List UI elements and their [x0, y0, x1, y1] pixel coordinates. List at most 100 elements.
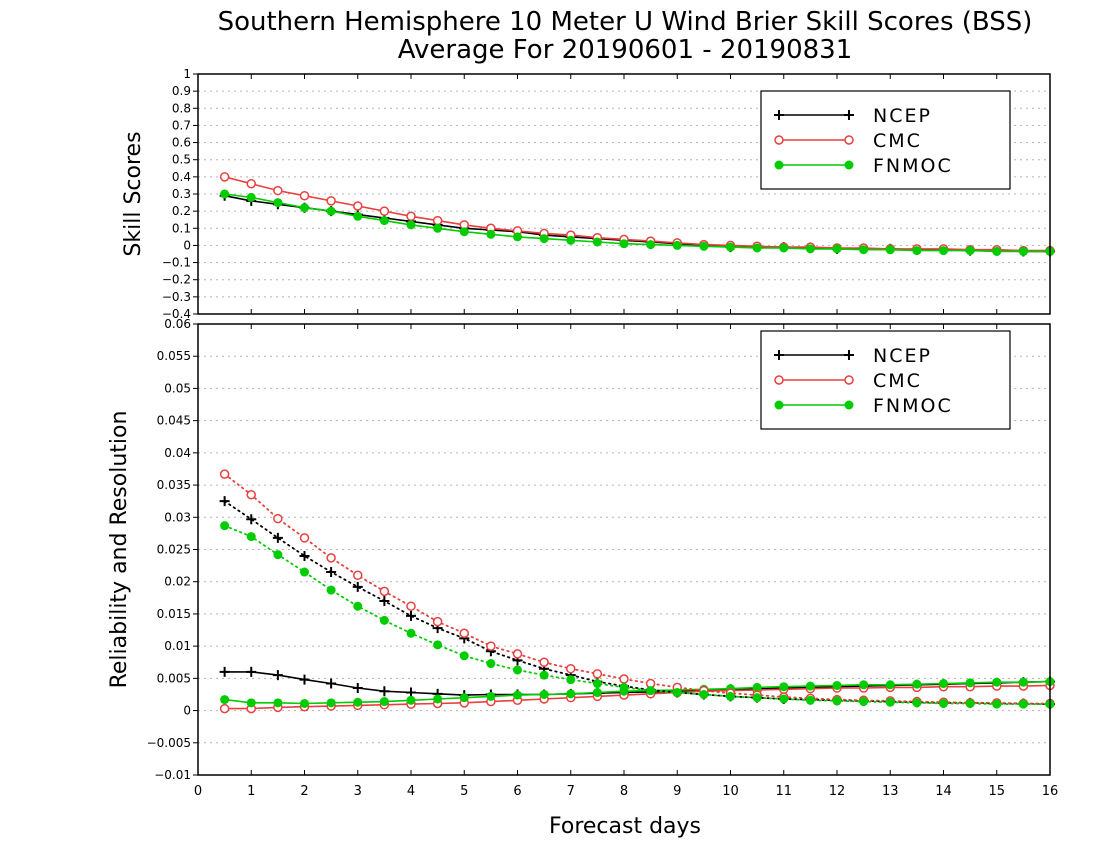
- y-tick-label: −0.4: [162, 307, 191, 321]
- legend-entry-cmc: CMC: [774, 370, 920, 392]
- data-point: [353, 601, 363, 611]
- y-tick-label: 0.9: [172, 84, 191, 98]
- data-point: [353, 570, 363, 581]
- data-point: [353, 211, 363, 221]
- y-axis-label: Skill Scores: [121, 131, 146, 256]
- data-point: [992, 246, 1002, 256]
- plot-frame: [197, 323, 1051, 776]
- data-point: [433, 694, 443, 704]
- x-tick-label: 0: [194, 784, 202, 799]
- legend: NCEP CMC FNMOC: [760, 330, 1011, 430]
- data-point: [672, 240, 682, 250]
- y-tick-label: −0.2: [162, 273, 191, 287]
- data-point: [592, 669, 603, 679]
- data-point: [646, 686, 656, 696]
- data-point: [326, 698, 336, 708]
- data-point: [219, 172, 230, 182]
- data-point: [219, 469, 230, 479]
- x-tick-label: 15: [988, 784, 1005, 799]
- plot-frame: [197, 73, 1051, 315]
- y-tick-label: 0.2: [172, 204, 191, 218]
- data-point: [220, 521, 230, 531]
- data-point: [566, 675, 576, 685]
- data-point: [646, 240, 656, 250]
- data-point: [939, 679, 948, 689]
- data-point: [326, 678, 337, 689]
- y-tick-label: 0.4: [172, 170, 191, 184]
- x-tick-label: 8: [620, 784, 628, 799]
- data-point: [566, 689, 576, 699]
- data-point: [220, 189, 230, 199]
- data-point: [992, 677, 1002, 687]
- y-tick-label: −0.3: [162, 290, 191, 304]
- data-point: [805, 244, 815, 254]
- data-point: [406, 695, 416, 705]
- data-point: [433, 640, 443, 650]
- data-point: [592, 679, 602, 689]
- data-point: [779, 694, 789, 704]
- data-point: [273, 698, 283, 708]
- y-tick-label: 0.06: [164, 317, 191, 331]
- data-point: [379, 596, 390, 607]
- data-point: [300, 203, 309, 213]
- data-point: [832, 680, 842, 690]
- data-point: [219, 496, 230, 507]
- x-tick-label: 14: [935, 784, 952, 799]
- data-point: [326, 567, 337, 578]
- legend-entry-ncep: NCEP: [774, 345, 930, 367]
- y-tick-label: 0.045: [157, 414, 191, 428]
- data-point: [300, 698, 309, 708]
- legend-marker: [844, 375, 854, 385]
- data-point: [912, 246, 922, 256]
- legend-marker: [774, 110, 784, 120]
- legend: NCEP CMC FNMOC: [760, 90, 1011, 190]
- data-point: [592, 237, 602, 247]
- y-tick-label: 0.05: [164, 381, 191, 395]
- data-point: [699, 689, 709, 699]
- data-point: [912, 679, 922, 689]
- x-tick-label: 4: [407, 784, 415, 799]
- data-point: [566, 663, 576, 674]
- data-point: [246, 514, 257, 525]
- data-point: [246, 489, 256, 500]
- series-line: [224, 193, 1050, 253]
- data-point: [805, 681, 815, 691]
- y-tick-label: −0.005: [147, 736, 191, 750]
- data-point: [406, 601, 416, 611]
- data-point: [619, 239, 629, 249]
- x-tick-label: 6: [513, 784, 521, 799]
- data-point: [273, 198, 283, 208]
- y-tick-label: −0.01: [154, 768, 191, 782]
- data-point: [459, 693, 469, 703]
- x-tick-label: 9: [673, 784, 681, 799]
- data-point: [459, 628, 469, 639]
- reliability-resolution-panel: −0.01 −0.005 0 0.005 0.01 0.015 0.02 0.025 0.03 0…: [107, 317, 1058, 799]
- legend-marker: [774, 350, 784, 360]
- x-tick-label: 5: [460, 784, 468, 799]
- data-point: [353, 201, 363, 211]
- y-tick-label: −0.1: [162, 256, 191, 270]
- data-point: [379, 586, 390, 597]
- data-point: [272, 532, 283, 543]
- y-tick-label: 0.025: [157, 543, 191, 557]
- data-point: [832, 244, 842, 254]
- data-point: [539, 689, 549, 699]
- data-point: [379, 615, 389, 625]
- data-point: [859, 697, 869, 707]
- data-point: [299, 533, 310, 543]
- data-point: [299, 550, 310, 561]
- y-tick-label: 0: [183, 704, 191, 718]
- data-point: [273, 513, 283, 524]
- data-point: [939, 246, 948, 256]
- y-tick-label: 0.6: [172, 136, 191, 150]
- data-point: [246, 192, 256, 202]
- legend-entry-fnmoc: FNMOC: [774, 155, 951, 177]
- data-point: [459, 227, 469, 237]
- data-point: [672, 688, 682, 698]
- data-point: [566, 235, 576, 245]
- y-tick-label: 0.04: [164, 446, 191, 460]
- series-line: [223, 524, 1051, 705]
- legend-marker: [844, 135, 854, 145]
- series-fnmoc: [220, 189, 1055, 256]
- data-point: [246, 698, 256, 708]
